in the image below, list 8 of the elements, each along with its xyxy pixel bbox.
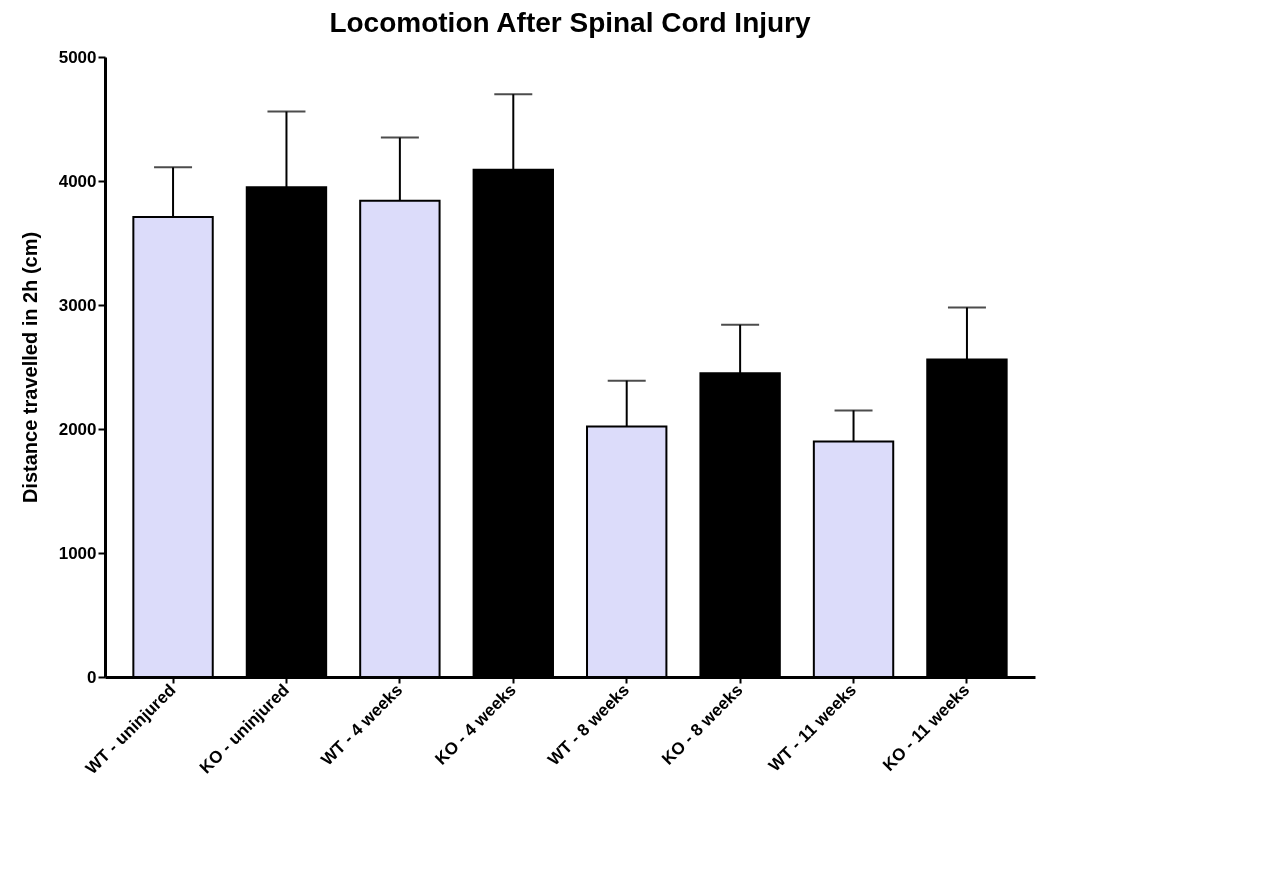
y-axis-title: Distance travelled in 2h (cm) <box>18 231 41 504</box>
y-tick-label: 2000 <box>58 419 97 439</box>
y-tick-label: 4000 <box>58 171 97 191</box>
y-tick-label: 5000 <box>58 47 97 67</box>
y-tick-label: 0 <box>87 667 97 687</box>
chart-title: Locomotion After Spinal Cord Injury <box>329 7 812 38</box>
y-tick-label: 1000 <box>58 543 97 563</box>
y-tick-label: 3000 <box>58 295 97 315</box>
